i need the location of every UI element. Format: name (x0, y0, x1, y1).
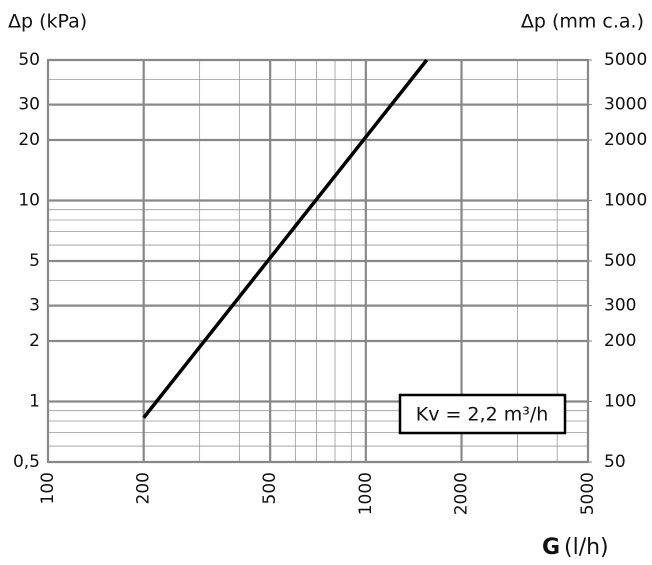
y2-tick-label: 5000 (604, 50, 647, 70)
y2-tick-label: 200 (604, 331, 636, 351)
y-tick-label: 20 (18, 130, 40, 150)
y-tick-label: 30 (18, 95, 40, 115)
y2-axis-title: Δp (mm c.a.) (521, 11, 644, 33)
plot-frame (47, 59, 589, 463)
y2-tick-label: 100 (604, 391, 636, 411)
y-tick-label: 1 (29, 391, 40, 411)
annotation-box (398, 393, 567, 435)
x-tick-label: 500 (260, 472, 280, 504)
y-tick-label: 50 (18, 50, 40, 70)
y-axis-title: Δp (kPa) (8, 11, 87, 33)
y2-tick-label: 500 (604, 251, 636, 271)
y2-tick-label: 3000 (604, 95, 647, 115)
x-axis-symbol: G (542, 535, 560, 560)
x-tick-label: 100 (38, 472, 58, 504)
data-line (142, 58, 429, 419)
y2-tick-label: 300 (604, 296, 636, 316)
x-axis-unit: (l/h) (564, 535, 609, 560)
y2-tick-label: 1000 (604, 190, 647, 210)
x-tick-label: 5000 (578, 472, 598, 515)
y2-tick-label: 2000 (604, 130, 647, 150)
x-tick-label: 1000 (356, 472, 376, 515)
y-tick-label: 0,5 (13, 452, 40, 472)
x-tick-label: 2000 (452, 472, 472, 515)
y-tick-label: 3 (29, 296, 40, 316)
y2-tick-label: 50 (604, 452, 626, 472)
y-tick-label: 10 (18, 190, 40, 210)
y-tick-label: 2 (29, 331, 40, 351)
annotation: Kv = 2,2 m³/h (416, 404, 549, 426)
y-tick-label: 5 (29, 251, 40, 271)
x-tick-label: 200 (134, 472, 154, 504)
